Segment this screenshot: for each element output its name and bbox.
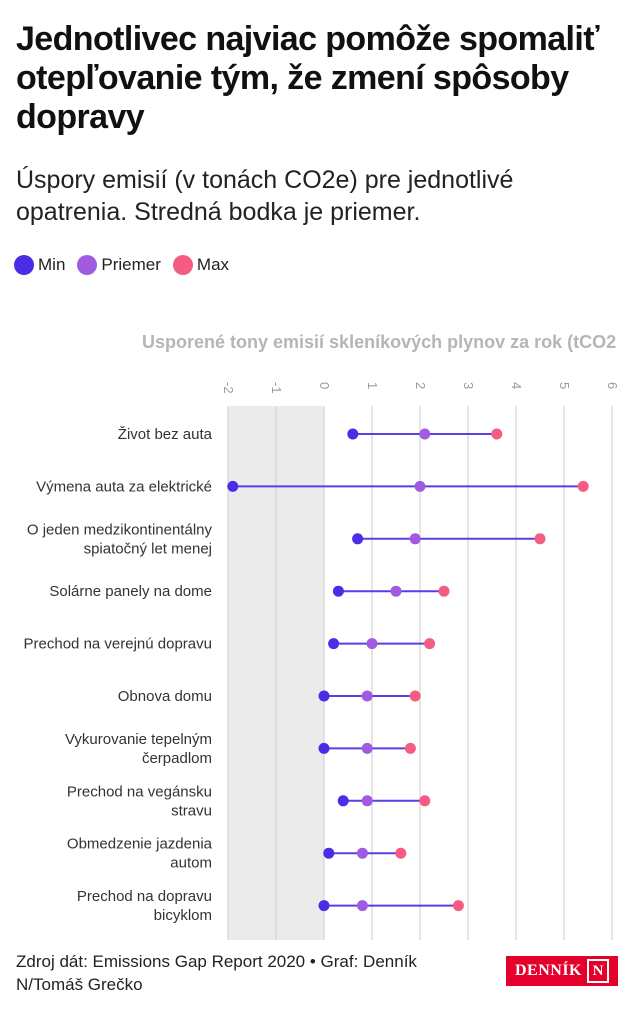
- avg-point: [390, 585, 402, 597]
- logo-mark: N: [587, 959, 609, 983]
- x-tick-label: 4: [509, 382, 524, 389]
- dumbbell-chart: -2 -1 0 1 2 3 4 5 6 Usporené tony emisií skleníko…: [24, 332, 620, 940]
- category-label: Život bez auta: [118, 426, 213, 443]
- x-tick-label: 6: [605, 382, 620, 389]
- x-tick-label: 0: [317, 382, 332, 389]
- category-label: Obnova domu: [118, 688, 212, 705]
- category-label: Obmedzenie jazdenia: [67, 836, 213, 853]
- category-label: Prechod na verejnú dopravu: [24, 636, 212, 653]
- avg-point: [361, 742, 373, 754]
- min-point: [318, 900, 330, 912]
- category-label: Solárne panely na dome: [49, 583, 212, 600]
- legend-item-max: Max: [172, 255, 230, 275]
- min-point: [328, 638, 340, 650]
- chart-title: Jednotlivec najviac pomôže spomaliť otep…: [16, 20, 600, 136]
- category-label: autom: [170, 855, 212, 872]
- x-tick-label: -2: [221, 382, 236, 394]
- max-point: [534, 533, 546, 545]
- x-tick-label: 3: [461, 382, 476, 389]
- avg-point: [409, 533, 421, 545]
- legend-dot-max: [172, 255, 193, 275]
- avg-point: [356, 847, 368, 859]
- min-point: [318, 690, 330, 702]
- x-tick-label: 1: [365, 382, 380, 389]
- avg-point: [419, 428, 431, 440]
- max-point: [409, 690, 421, 702]
- max-point: [438, 585, 450, 597]
- category-label: bicyklom: [154, 907, 212, 924]
- min-point: [227, 480, 239, 492]
- x-axis-title: Usporené tony emisií skleníkových plynov…: [142, 332, 616, 352]
- min-point: [323, 847, 335, 859]
- max-point: [419, 795, 431, 807]
- min-point: [337, 795, 349, 807]
- legend-item-min: Min: [14, 255, 65, 275]
- x-tick-label: 2: [413, 382, 428, 389]
- max-point: [424, 638, 436, 650]
- avg-point: [414, 480, 426, 492]
- min-point: [318, 742, 330, 754]
- category-label: spiatočný let menej: [84, 540, 212, 557]
- avg-point: [366, 638, 378, 650]
- category-label: O jeden medzikontinentálny: [27, 521, 213, 538]
- legend: Min Priemer Max: [14, 255, 241, 275]
- dennik-n-logo: DENNÍK N: [506, 956, 618, 986]
- x-tick-label: 5: [557, 382, 572, 389]
- min-point: [352, 533, 364, 545]
- legend-dot-min: [14, 255, 34, 275]
- legend-dot-avg: [77, 255, 98, 275]
- category-label: Vykurovanie tepelným: [65, 731, 212, 748]
- avg-point: [361, 690, 373, 702]
- category-label: čerpadlom: [142, 750, 212, 767]
- category-label: Prechod na vegánsku: [67, 783, 212, 800]
- legend-label-avg: Priemer: [101, 255, 161, 274]
- legend-item-avg: Priemer: [77, 255, 161, 275]
- source-note: Zdroj dát: Emissions Gap Report 2020 • G…: [16, 952, 417, 994]
- category-label: Výmena auta za elektrické: [36, 478, 212, 495]
- category-label: stravu: [171, 802, 212, 819]
- avg-point: [361, 795, 373, 807]
- chart-subtitle: Úspory emisií (v tonách CO2e) pre jednot…: [16, 166, 514, 226]
- category-label: Prechod na dopravu: [77, 888, 212, 905]
- max-point: [395, 847, 407, 859]
- x-tick-label: -1: [269, 382, 284, 394]
- max-point: [577, 480, 589, 492]
- max-point: [491, 428, 503, 440]
- legend-label-max: Max: [196, 255, 230, 274]
- min-point: [332, 585, 344, 597]
- legend-label-min: Min: [38, 255, 66, 274]
- max-point: [452, 900, 464, 912]
- logo-text: DENNÍK: [514, 962, 582, 979]
- max-point: [404, 742, 416, 754]
- min-point: [347, 428, 359, 440]
- avg-point: [356, 900, 368, 912]
